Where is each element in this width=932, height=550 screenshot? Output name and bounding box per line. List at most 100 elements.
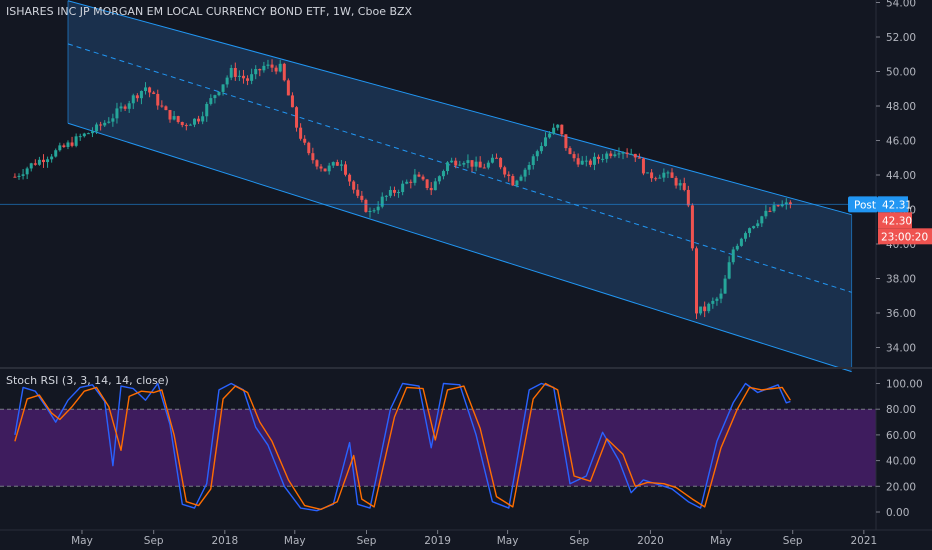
candle-body (311, 153, 315, 161)
candle-body (335, 162, 339, 166)
candle-body (711, 300, 715, 304)
candle-body (674, 177, 678, 186)
candle-body (397, 192, 401, 194)
candle-body (723, 278, 727, 294)
candle-body (303, 138, 307, 143)
candle-body (384, 195, 388, 197)
candle-body (123, 106, 127, 109)
price-tick-label: 34.00 (886, 343, 916, 355)
candle-body (156, 93, 160, 106)
candle-body (323, 168, 327, 172)
candle-body (650, 172, 654, 179)
candle-body (458, 164, 462, 166)
candle-body (466, 160, 470, 164)
post-badge-label: Post (854, 199, 876, 211)
candle-body (531, 156, 535, 165)
candle-body (739, 238, 743, 246)
candle-body (784, 202, 788, 205)
candle-body (592, 156, 596, 165)
candle-body (229, 67, 233, 78)
candle-body (315, 160, 319, 167)
candle-body (548, 133, 552, 138)
candle-body (495, 157, 499, 159)
candle-body (119, 106, 123, 109)
time-tick-label: Sep (357, 535, 377, 547)
candle-body (690, 205, 694, 249)
candle-body (237, 75, 241, 77)
countdown-value: 23:00:20 (881, 231, 928, 243)
candle-body (168, 110, 172, 120)
candle-body (401, 183, 405, 193)
chart-title: ISHARES INC JP MORGAN EM LOCAL CURRENCY … (6, 5, 413, 18)
candle-body (90, 131, 94, 134)
candle-body (666, 172, 670, 174)
candle-body (629, 153, 633, 155)
candle-body (609, 153, 613, 157)
candle-body (429, 187, 433, 191)
candle-body (82, 133, 86, 137)
candle-body (135, 95, 139, 99)
candle-body (760, 216, 764, 224)
candle-body (103, 122, 107, 126)
candle-body (348, 174, 352, 182)
candle-body (421, 176, 425, 180)
candle-body (99, 124, 103, 126)
candle-body (148, 87, 152, 93)
candle-body (405, 181, 409, 184)
candle-body (270, 64, 274, 68)
post-price-badge (878, 196, 908, 213)
candle-body (115, 108, 119, 119)
candle-body (727, 262, 731, 279)
candle-body (278, 63, 282, 72)
candle-body (327, 165, 331, 172)
candle-body (780, 204, 784, 207)
candle-body (515, 180, 519, 186)
candle-body (33, 163, 37, 165)
channel-median-line (67, 43, 852, 293)
candle-body (201, 116, 205, 122)
candle-body (486, 162, 490, 168)
time-tick-label: Sep (569, 535, 589, 547)
countdown-badge (878, 228, 932, 245)
candle-body (662, 172, 666, 178)
candle-body (86, 133, 90, 135)
candle-body (605, 153, 609, 159)
candle-body (703, 306, 707, 312)
stoch-tick-label: 40.00 (886, 456, 916, 468)
candle-body (213, 95, 217, 99)
candle-body (66, 142, 70, 147)
candle-body (388, 189, 392, 196)
candle-body (772, 205, 776, 212)
candle-body (523, 169, 527, 177)
candle-body (470, 160, 474, 167)
candle-body (250, 74, 254, 81)
candle-body (266, 64, 270, 66)
candle-body (519, 176, 523, 181)
candle-body (613, 154, 617, 157)
candle-body (21, 174, 25, 176)
candle-body (597, 156, 601, 159)
candle-body (74, 136, 78, 146)
candle-body (584, 160, 588, 162)
price-tick-label: 36.00 (886, 308, 916, 320)
candle-body (176, 116, 180, 123)
price-tick-label: 38.00 (886, 274, 916, 286)
candle-body (164, 106, 168, 111)
candle-body (217, 91, 221, 96)
candle-body (535, 151, 539, 157)
candle-body (295, 107, 299, 128)
candle-body (286, 80, 290, 96)
candle-body (617, 153, 621, 155)
candle-body (160, 105, 164, 107)
candle-body (29, 163, 33, 169)
candle-body (37, 159, 41, 165)
candle-body (46, 159, 50, 163)
candle-body (678, 183, 682, 186)
candle-body (621, 152, 625, 154)
candle-body (556, 124, 560, 128)
time-tick-label: May (284, 535, 306, 547)
candle-body (197, 118, 201, 122)
candle-body (511, 176, 515, 186)
candle-body (433, 181, 437, 191)
